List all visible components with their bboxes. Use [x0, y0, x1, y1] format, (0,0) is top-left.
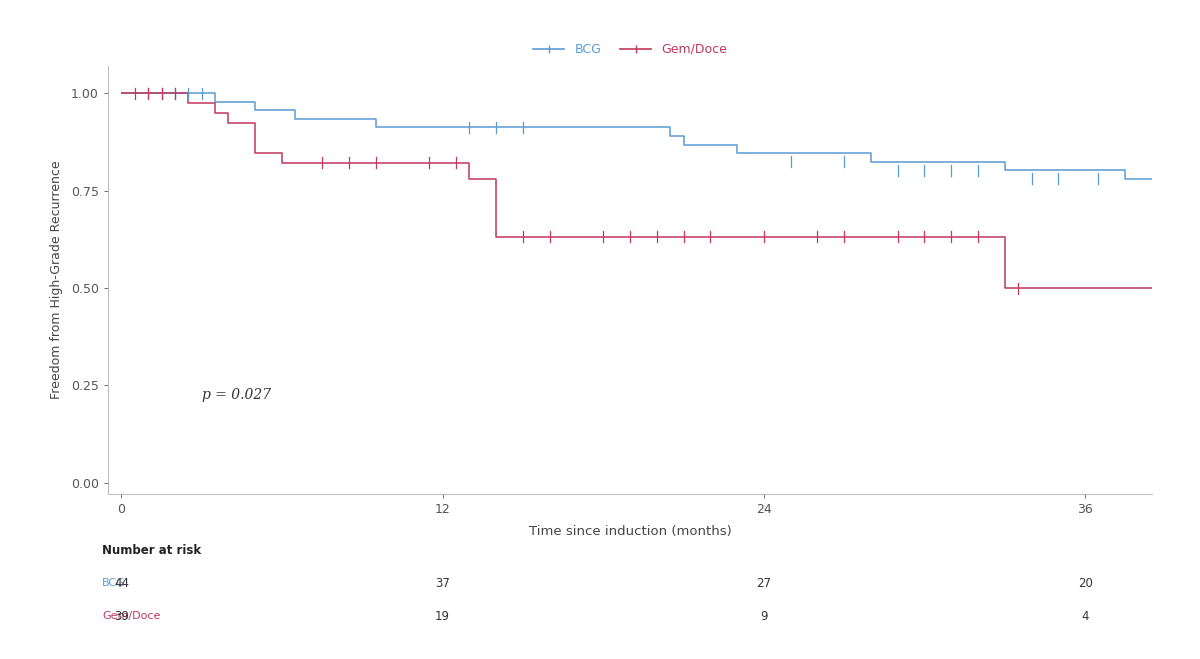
Text: 44: 44 [114, 577, 128, 590]
Text: 39: 39 [114, 610, 128, 623]
Text: 9: 9 [760, 610, 768, 623]
Legend: BCG, Gem/Doce: BCG, Gem/Doce [528, 38, 732, 61]
Text: p = 0.027: p = 0.027 [202, 388, 271, 402]
Y-axis label: Freedom from High-Grade Recurrence: Freedom from High-Grade Recurrence [49, 161, 62, 399]
X-axis label: Time since induction (months): Time since induction (months) [529, 525, 731, 538]
Text: 27: 27 [756, 577, 772, 590]
Text: Number at risk: Number at risk [102, 544, 202, 557]
Text: 4: 4 [1081, 610, 1088, 623]
Text: 19: 19 [436, 610, 450, 623]
Text: 20: 20 [1078, 577, 1092, 590]
Text: 37: 37 [436, 577, 450, 590]
Text: Gem/Doce: Gem/Doce [102, 611, 161, 621]
Text: BCG: BCG [102, 578, 126, 588]
